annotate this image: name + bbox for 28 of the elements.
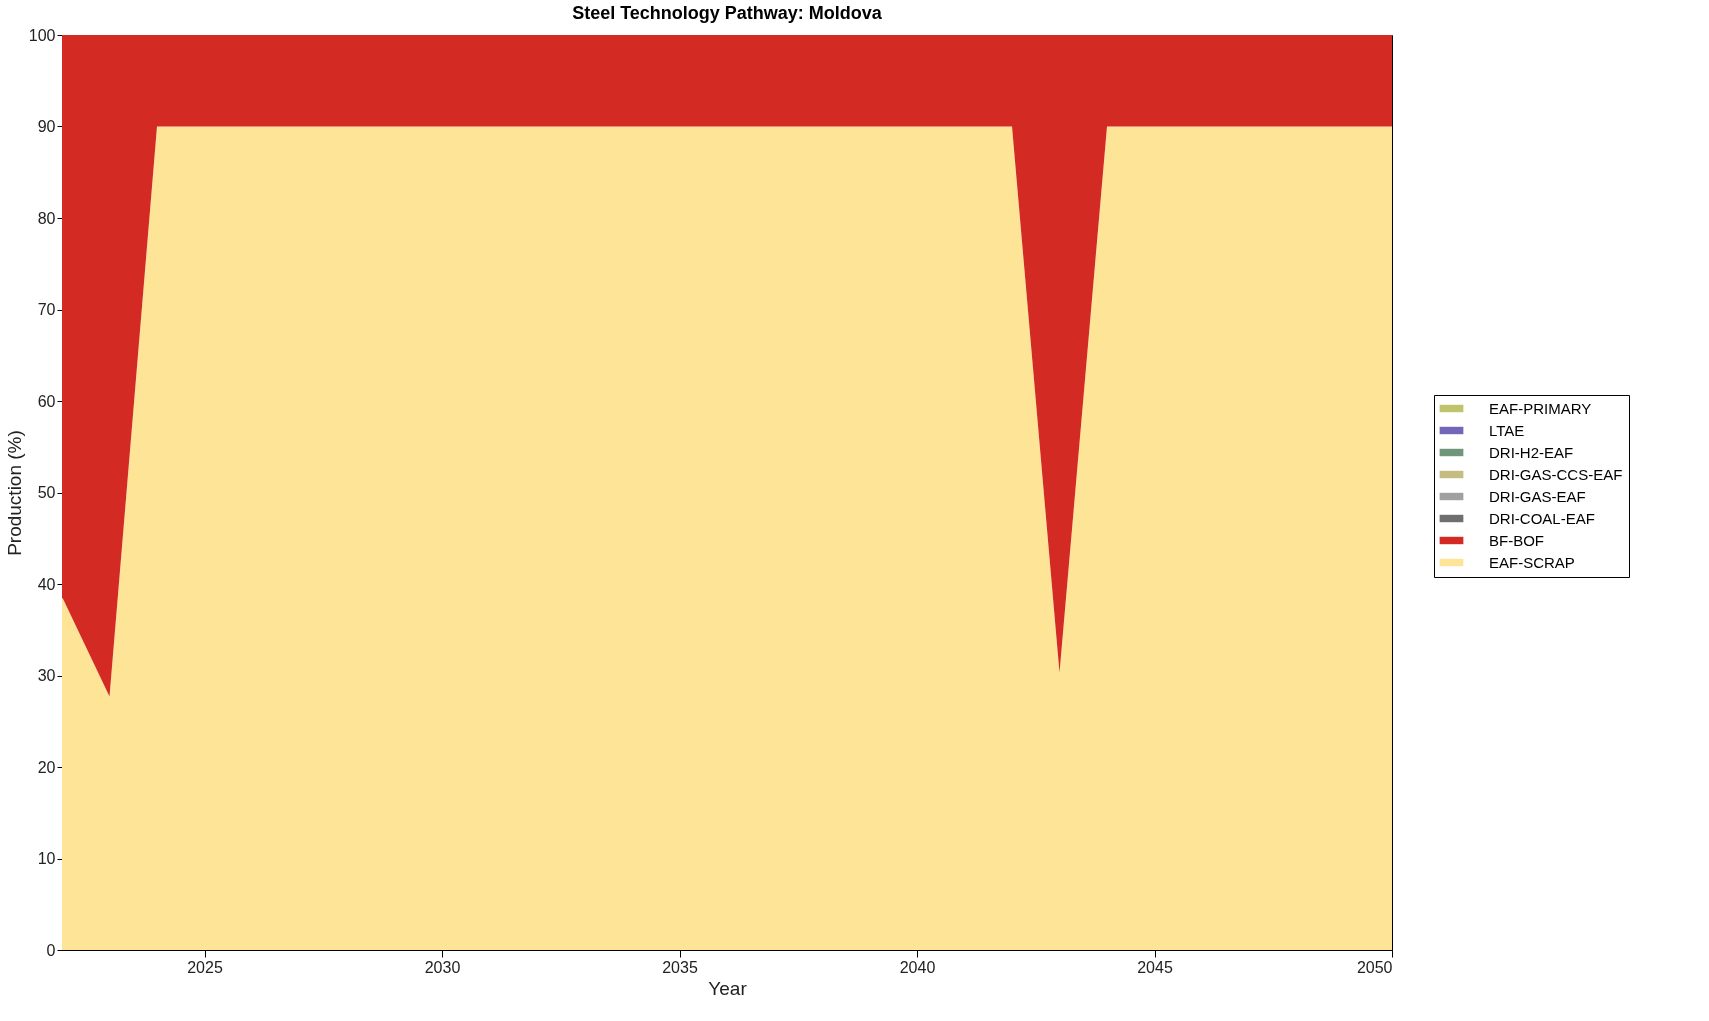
y-tick-label: 60 xyxy=(37,392,56,410)
x-tick-label: 2045 xyxy=(1137,958,1173,976)
chart-title: Steel Technology Pathway: Moldova xyxy=(572,3,883,23)
y-tick-label: 0 xyxy=(46,941,56,959)
x-tick-label: 2040 xyxy=(899,958,936,976)
y-tick-label: 30 xyxy=(37,667,56,684)
x-axis-title: Year xyxy=(708,977,748,999)
legend-label: DRI-H2-EAF xyxy=(1489,443,1574,461)
legend-label: BF-BOF xyxy=(1489,531,1544,549)
y-axis-title: Production (%) xyxy=(3,430,25,556)
y-tick-label: 80 xyxy=(37,209,56,227)
x-tick-label: 2030 xyxy=(424,958,461,976)
y-tick-label: 90 xyxy=(37,118,56,135)
y-tick-label: 70 xyxy=(37,301,56,318)
y-tick-label: 20 xyxy=(37,758,56,776)
x-tick-label: 2035 xyxy=(662,958,698,976)
y-tick-label: 40 xyxy=(37,575,56,593)
legend-label: LTAE xyxy=(1489,421,1525,439)
legend-label: EAF-SCRAP xyxy=(1489,553,1575,571)
x-tick-label: 2050 xyxy=(1356,958,1393,976)
legend-label: EAF-PRIMARY xyxy=(1489,399,1592,417)
x-tick-label: 2025 xyxy=(187,958,223,976)
legend-label: DRI-COAL-EAF xyxy=(1489,509,1595,527)
y-tick-label: 50 xyxy=(37,484,56,501)
legend-label: DRI-GAS-CCS-EAF xyxy=(1489,465,1623,483)
y-tick-label: 100 xyxy=(28,26,56,44)
legend-label: DRI-GAS-EAF xyxy=(1489,487,1586,505)
y-tick-label: 10 xyxy=(37,850,56,867)
